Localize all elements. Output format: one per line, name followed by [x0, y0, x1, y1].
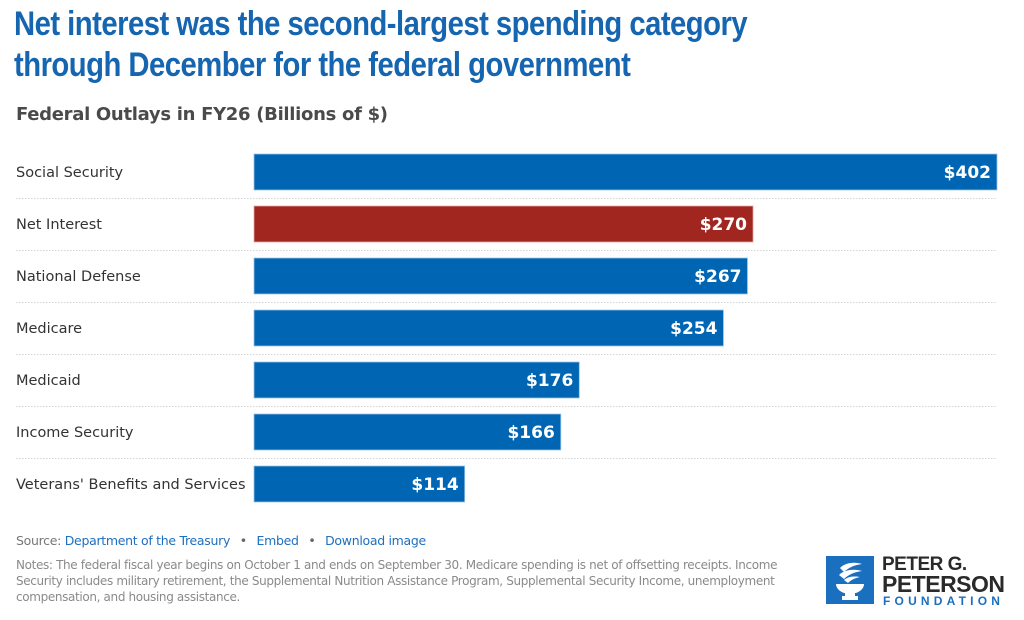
value-label: $402 [944, 163, 991, 183]
source-prefix: Source: [16, 533, 62, 548]
embed-link[interactable]: Embed [256, 533, 299, 548]
bar [253, 153, 998, 191]
bar [253, 257, 748, 295]
bar [253, 413, 562, 451]
category-label: Net Interest [16, 217, 102, 233]
value-label: $254 [670, 319, 717, 339]
bar-row: Income Security $166 [16, 413, 997, 459]
value-label: $176 [526, 371, 573, 391]
bar-row: Veterans' Benefits and Services $114 [16, 465, 466, 503]
bar-row: Social Security $402 [16, 153, 998, 199]
bar [253, 361, 580, 399]
value-label: $114 [411, 475, 458, 495]
logo-line-3: FOUNDATION [883, 594, 1005, 608]
source-link[interactable]: Department of the Treasury [64, 533, 231, 548]
value-label: $270 [700, 215, 747, 235]
value-label: $267 [694, 267, 741, 287]
category-label: Income Security [16, 425, 134, 441]
separator-dot: • [308, 533, 316, 548]
chart-notes: Notes: The federal fiscal year begins on… [16, 558, 778, 604]
bar [253, 309, 724, 347]
chart-subtitle: Federal Outlays in FY26 (Billions of $) [16, 104, 388, 125]
logo-line-2: PETERSON [882, 571, 1005, 597]
peterson-foundation-logo[interactable]: PETER G. PETERSON FOUNDATION [824, 554, 1024, 608]
category-label: National Defense [16, 269, 141, 285]
bar-row: National Defense $267 [16, 257, 997, 303]
source-line: Source: Department of the Treasury • Emb… [16, 533, 426, 548]
chart-title: Net interest was the second-largest spen… [14, 5, 748, 84]
separator-dot: • [239, 533, 247, 548]
logo-line-1: PETER G. [882, 554, 967, 575]
torch-icon [826, 556, 874, 604]
value-label: $166 [507, 423, 554, 443]
category-label: Medicare [16, 321, 82, 337]
bar-row: Net Interest $270 [16, 205, 997, 251]
category-label: Medicaid [16, 373, 81, 389]
bar-chart: Social Security $402 Net Interest $270 Natio… [16, 153, 998, 503]
bar [253, 205, 754, 243]
bar [253, 465, 466, 503]
download-image-link[interactable]: Download image [325, 533, 426, 548]
category-label: Veterans' Benefits and Services [16, 477, 246, 493]
bar-row: Medicare $254 [16, 309, 997, 355]
category-label: Social Security [16, 165, 124, 181]
bar-row: Medicaid $176 [16, 361, 997, 407]
